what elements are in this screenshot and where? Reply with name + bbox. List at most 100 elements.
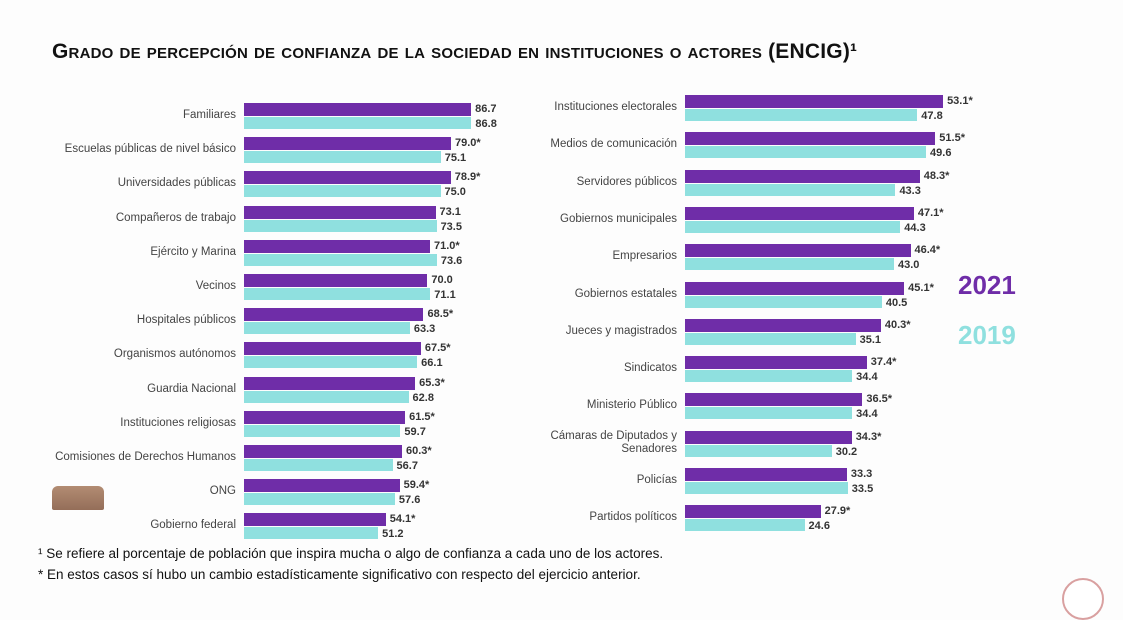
value-label-2021: 34.3* <box>855 430 882 443</box>
bar-2019 <box>685 258 894 271</box>
category-label: Compañeros de trabajo <box>115 211 236 224</box>
legend-2021: 2021 <box>958 270 1016 300</box>
bar-2019 <box>685 109 918 121</box>
value-label-2019: 51.2 <box>382 528 404 541</box>
bar-2021 <box>244 205 436 219</box>
value-label-2021: 61.5* <box>409 410 435 423</box>
category-label: Sindicatos <box>623 362 677 375</box>
value-label-2019: 66.1 <box>421 357 443 370</box>
value-label-2021: 33.3 <box>850 468 873 480</box>
value-label-2019: 47.8 <box>921 110 943 122</box>
bar-2021 <box>244 342 421 356</box>
value-label-2021: 79.0* <box>454 137 481 150</box>
value-label-2019: 44.3 <box>904 221 926 234</box>
category-label: Instituciones electorales <box>554 101 677 113</box>
seal-icon <box>1062 578 1104 620</box>
category-label: Universidades públicas <box>117 177 236 190</box>
value-label-2021: 40.3* <box>884 318 911 331</box>
category-label: Familiares <box>182 109 236 121</box>
value-label-2021: 65.3* <box>419 376 445 389</box>
bar-2019 <box>685 295 882 308</box>
bar-2021 <box>685 505 821 519</box>
bar-2019 <box>244 253 437 266</box>
bar-2021 <box>685 468 847 481</box>
bar-2021 <box>244 376 416 390</box>
bar-2021 <box>685 318 881 332</box>
value-label-2021: 46.4* <box>914 244 941 257</box>
value-label-2019: 73.6 <box>440 254 463 267</box>
value-label-2021: 27.9* <box>824 505 851 518</box>
value-label-2021: 47.1* <box>917 206 944 219</box>
bar-2021 <box>685 430 852 444</box>
bar-2021 <box>685 206 914 220</box>
bar-2019 <box>244 424 401 437</box>
value-label-2021: 60.3* <box>405 445 432 457</box>
bar-2019 <box>244 288 431 300</box>
category-label: Jueces y magistrados <box>565 324 677 337</box>
footnote-1: ¹ Se refiere al porcentaje de población … <box>38 546 664 561</box>
value-label-2019: 30.2 <box>835 445 858 458</box>
value-label-2019: 34.4 <box>856 408 878 421</box>
value-label-2021: 36.5* <box>866 393 893 406</box>
bar-2021 <box>685 281 905 295</box>
bar-2021 <box>244 137 451 151</box>
value-label-2019: 63.3 <box>413 323 436 336</box>
value-label-2021: 71.0* <box>434 239 460 252</box>
value-label-2021: 67.5* <box>424 342 451 355</box>
category-label: Escuelas públicas de nivel básico <box>64 143 236 156</box>
category-label: Organismos autónomos <box>113 348 236 361</box>
value-label-2019: 75.1 <box>444 152 467 165</box>
category-label: Guardia Nacional <box>147 382 236 395</box>
value-label-2021: 37.4* <box>870 356 897 369</box>
category-label: Vecinos <box>195 280 236 292</box>
category-label: Ministerio Público <box>586 399 677 412</box>
category-label: Ejército y Marina <box>150 245 236 258</box>
category-label: Comisiones de Derechos Humanos <box>55 451 236 463</box>
value-label-2019: 73.5 <box>440 220 462 233</box>
bar-2019 <box>244 322 410 335</box>
bar-2019 <box>244 459 393 471</box>
category-label: Servidores públicos <box>576 175 677 188</box>
value-label-2019: 59.7 <box>404 425 426 438</box>
bar-2019 <box>685 370 853 383</box>
bar-2021 <box>244 445 402 458</box>
bar-2021 <box>244 103 472 116</box>
value-label-2019: 34.4 <box>856 371 878 384</box>
value-label-2021: 73.1 <box>439 205 461 218</box>
value-label-2021: 48.3* <box>923 169 950 182</box>
value-label-2019: 86.8 <box>475 118 497 130</box>
bar-2021 <box>685 244 911 258</box>
bar-2021 <box>685 356 867 370</box>
value-label-2021: 86.7 <box>475 103 497 115</box>
bar-2021 <box>685 169 920 183</box>
value-label-2019: 24.6 <box>808 520 830 533</box>
category-label: ONG <box>209 485 236 498</box>
bar-2021 <box>244 239 431 253</box>
chart-title: Grado de percepción de confianza de la s… <box>52 40 858 63</box>
bar-2019 <box>244 356 418 369</box>
bar-2021 <box>685 95 944 108</box>
value-label-2019: 75.0 <box>444 186 466 199</box>
bar-2019 <box>244 527 379 540</box>
category-label: Policías <box>636 474 677 486</box>
bar-2021 <box>244 171 451 185</box>
bar-2019 <box>244 493 395 506</box>
bar-2021 <box>244 410 406 424</box>
value-label-2021: 53.1* <box>947 95 973 107</box>
category-label: Instituciones religiosas <box>120 416 236 429</box>
bar-2021 <box>244 479 400 493</box>
bar-2021 <box>244 308 424 322</box>
value-label-2019: 33.5 <box>851 483 874 495</box>
footnote-2: * En estos casos sí hubo un cambio estad… <box>38 567 641 582</box>
category-label: Gobiernos municipales <box>560 212 677 225</box>
logo-icon <box>52 486 104 510</box>
value-label-2019: 57.6 <box>398 494 421 507</box>
bar-2019 <box>685 444 832 457</box>
value-label-2019: 56.7 <box>396 460 418 472</box>
bar-2021 <box>685 393 863 407</box>
bar-2021 <box>244 274 428 287</box>
value-label-2019: 43.0 <box>897 259 920 272</box>
value-label-2021: 68.5* <box>427 308 454 321</box>
value-label-2021: 59.4* <box>403 479 430 492</box>
